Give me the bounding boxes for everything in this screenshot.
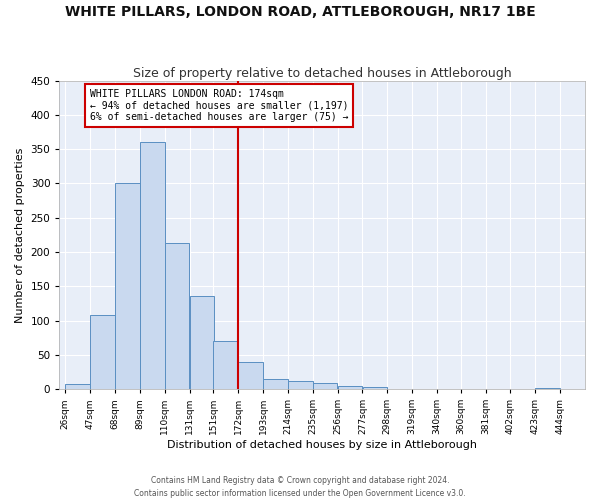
Text: WHITE PILLARS LONDON ROAD: 174sqm
← 94% of detached houses are smaller (1,197)
6: WHITE PILLARS LONDON ROAD: 174sqm ← 94% … xyxy=(90,89,349,122)
Bar xyxy=(313,383,337,389)
Bar xyxy=(362,387,387,389)
Y-axis label: Number of detached properties: Number of detached properties xyxy=(15,147,25,322)
Bar xyxy=(288,381,313,389)
Text: Contains HM Land Registry data © Crown copyright and database right 2024.
Contai: Contains HM Land Registry data © Crown c… xyxy=(134,476,466,498)
Text: WHITE PILLARS, LONDON ROAD, ATTLEBOROUGH, NR17 1BE: WHITE PILLARS, LONDON ROAD, ATTLEBOROUGH… xyxy=(65,5,535,19)
Title: Size of property relative to detached houses in Attleborough: Size of property relative to detached ho… xyxy=(133,66,511,80)
Bar xyxy=(140,142,164,389)
Bar xyxy=(115,184,140,389)
Bar xyxy=(90,315,115,389)
Bar xyxy=(535,388,560,389)
Bar xyxy=(238,362,263,389)
Bar xyxy=(263,379,287,389)
Bar xyxy=(190,296,214,389)
Bar xyxy=(65,384,90,389)
Bar xyxy=(165,243,190,389)
Bar xyxy=(338,386,362,389)
X-axis label: Distribution of detached houses by size in Attleborough: Distribution of detached houses by size … xyxy=(167,440,477,450)
Bar xyxy=(214,341,238,389)
